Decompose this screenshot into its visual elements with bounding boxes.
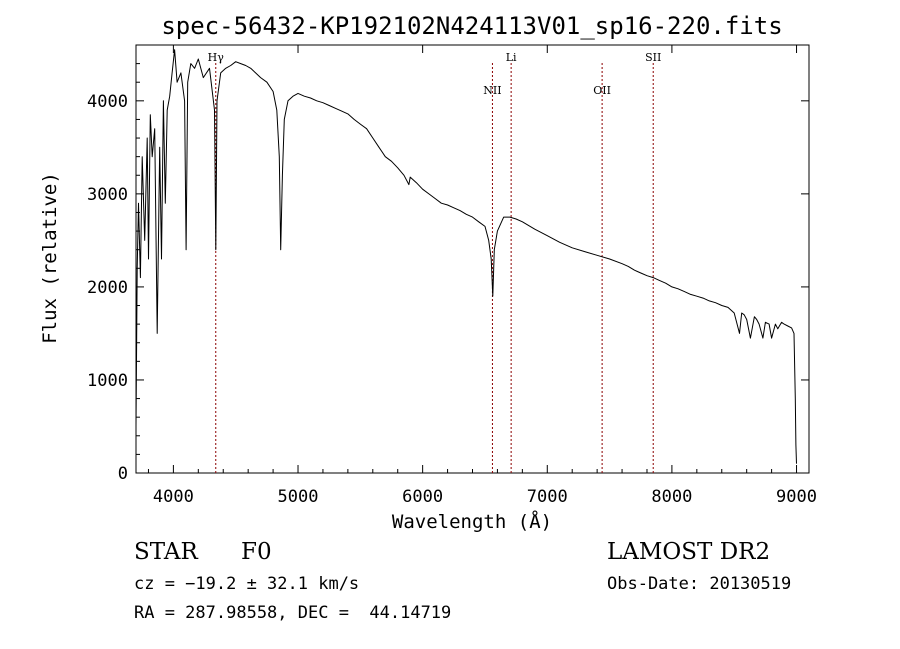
y-tick-label: 4000 [87,92,128,112]
coordinates-text: RA = 287.98558, DEC = 44.14719 [134,603,452,623]
x-tick-label: 8000 [651,487,692,507]
obs-date-text: Obs-Date: 20130519 [607,574,792,594]
line-markers: Hγ NII Li OII SII [208,51,661,473]
chart-title: spec-56432-KP192102N424113V01_sp16-220.f… [161,12,782,40]
y-tick-label: 2000 [87,278,128,298]
line-marker-label: Hγ [208,51,225,64]
x-tick-label: 4000 [153,487,194,507]
spectrum-line [135,49,797,464]
x-tick-label: 9000 [776,487,817,507]
spectral-subclass: F0 [241,539,272,565]
y-tick-label: 1000 [87,371,128,391]
plot-frame [135,44,810,474]
y-tick-label: 3000 [87,185,128,205]
line-marker-label: OII [593,84,611,97]
series-group [135,49,797,464]
survey-name: LAMOST DR2 [607,539,771,565]
line-marker-label: Li [506,51,517,64]
x-axis-ticks: 4000 5000 6000 7000 8000 9000 [147,45,817,507]
x-tick-label: 6000 [402,487,443,507]
line-marker-label: NII [483,84,501,97]
y-tick-label: 0 [118,464,128,484]
y-axis-label: Flux (relative) [39,172,61,344]
line-marker-label: SII [645,51,661,64]
x-tick-label: 5000 [278,487,319,507]
x-tick-label: 7000 [527,487,568,507]
y-axis-ticks: 0 1000 2000 3000 4000 [87,63,809,484]
redshift-text: cz = −19.2 ± 32.1 km/s [134,574,360,594]
x-axis-label: Wavelength (Å) [392,510,552,533]
object-class: STAR [134,539,198,565]
